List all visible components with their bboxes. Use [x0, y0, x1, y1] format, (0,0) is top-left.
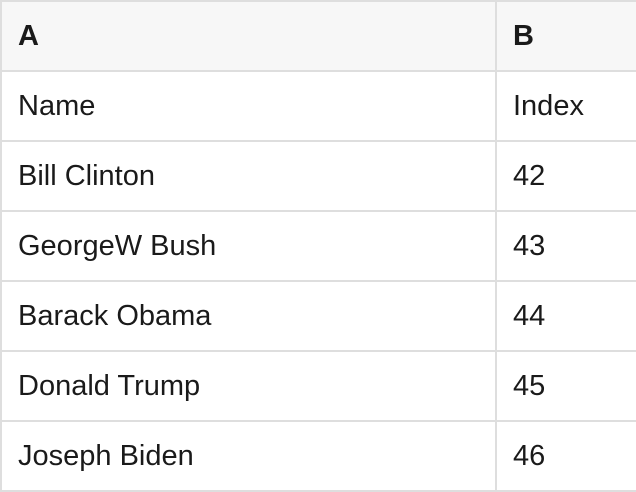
cell-index[interactable]: 43 — [513, 229, 546, 262]
table-row: Donald Trump 45 — [2, 352, 636, 422]
cell-name[interactable]: GeorgeW Bush — [2, 212, 497, 280]
cell-index[interactable]: 45 — [513, 369, 546, 402]
cell-name[interactable]: Donald Trump — [2, 352, 497, 420]
cell-index[interactable]: 44 — [513, 299, 546, 332]
cell-name[interactable]: Joseph Biden — [2, 422, 497, 490]
column-header-b[interactable]: B — [513, 19, 534, 52]
table-row: GeorgeW Bush 43 — [2, 212, 636, 282]
cell-name[interactable]: Bill Clinton — [2, 142, 497, 210]
cell-index[interactable]: 46 — [513, 439, 546, 472]
table-row: Barack Obama 44 — [2, 282, 636, 352]
cell-index[interactable]: 42 — [513, 159, 546, 192]
column-header-row: A B — [2, 2, 636, 72]
table-row: Name Index — [2, 72, 636, 142]
cell-index[interactable]: Index — [513, 89, 584, 122]
cell-name[interactable]: Barack Obama — [2, 282, 497, 350]
table-row: Joseph Biden 46 — [2, 422, 636, 492]
cell-name[interactable]: Name — [2, 72, 497, 140]
table-row: Bill Clinton 42 — [2, 142, 636, 212]
column-header-a[interactable]: A — [2, 2, 497, 70]
